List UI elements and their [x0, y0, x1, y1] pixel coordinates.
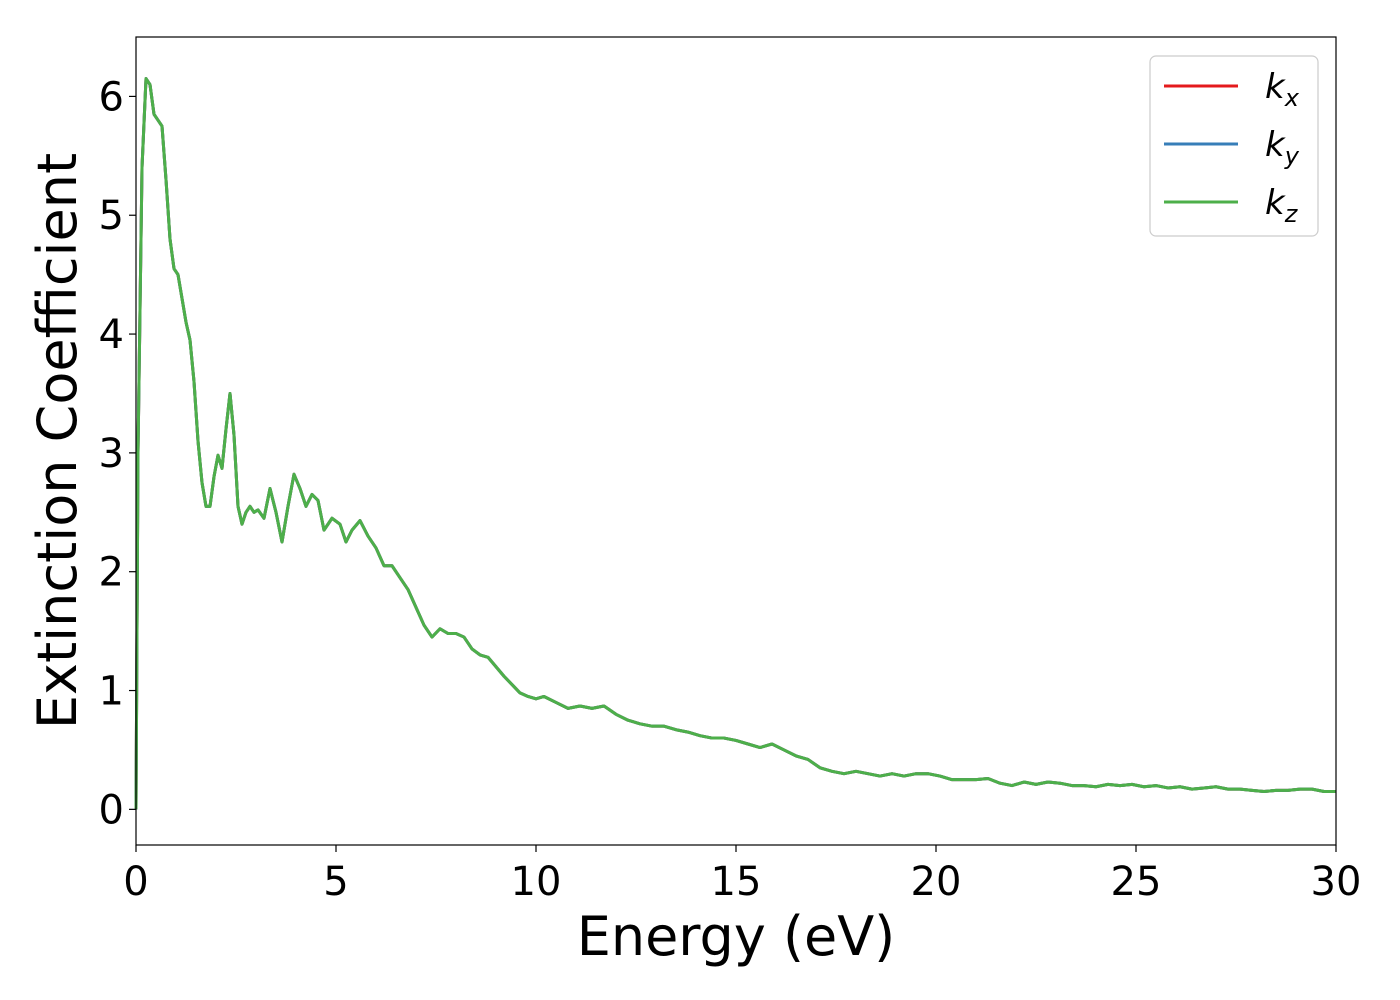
x-tick-label: 15 — [711, 859, 762, 905]
legend-label-subscript: y — [1284, 142, 1300, 170]
x-tick-label: 5 — [323, 859, 348, 905]
legend-label-main: k — [1265, 67, 1286, 107]
legend-label-subscript: x — [1284, 84, 1300, 112]
x-tick-label: 10 — [511, 859, 562, 905]
y-tick-label: 6 — [99, 74, 124, 120]
y-axis-title: Extinction Coefficient — [26, 153, 89, 729]
legend-label-main: k — [1265, 125, 1286, 165]
x-axis-title: Energy (eV) — [577, 905, 896, 968]
x-tick-label: 30 — [1311, 859, 1362, 905]
y-tick-label: 3 — [99, 431, 124, 477]
legend-label-ky: ky — [1265, 125, 1300, 170]
x-tick-label: 0 — [123, 859, 148, 905]
legend-box — [1149, 55, 1319, 237]
y-tick-label: 0 — [99, 787, 124, 833]
legend-label-main: k — [1265, 183, 1286, 223]
y-axis: 0 1 2 3 4 5 6 — [99, 74, 136, 833]
legend-label-kx: kx — [1265, 67, 1300, 112]
x-tick-label: 25 — [1111, 859, 1162, 905]
y-tick-label: 5 — [99, 193, 124, 239]
y-tick-label: 2 — [99, 550, 124, 596]
plot-lines — [134, 77, 1336, 810]
x-tick-label: 20 — [911, 859, 962, 905]
legend-label-subscript: z — [1284, 200, 1299, 228]
y-tick-label: 1 — [99, 669, 124, 715]
x-axis: 0 5 10 15 20 25 30 — [123, 845, 1361, 905]
y-tick-label: 4 — [99, 312, 124, 358]
series-line-kz — [134, 77, 1336, 810]
legend-label-kz: kz — [1265, 183, 1299, 228]
